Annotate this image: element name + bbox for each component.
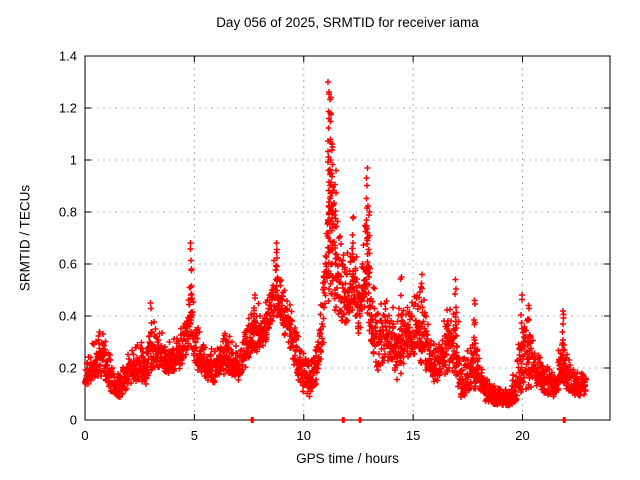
y-tick-label: 0.8	[59, 205, 77, 220]
plot-border	[84, 55, 611, 421]
chart-title: Day 056 of 2025, SRMTID for receiver iam…	[216, 15, 479, 30]
x-tick-label: 10	[297, 428, 311, 443]
y-tick-label: 1.2	[59, 101, 77, 116]
x-tick-label: 5	[191, 428, 198, 443]
scatter-points	[82, 79, 589, 423]
y-tick-label: 0.2	[59, 361, 77, 376]
y-tick-label: 1.4	[59, 49, 77, 64]
y-tick-label: 1	[70, 153, 77, 168]
x-tick-label: 20	[515, 428, 529, 443]
y-axis-label: SRMTID / TECUs	[17, 184, 33, 292]
grid-lines	[85, 56, 610, 420]
y-tick-label: 0.4	[59, 309, 77, 324]
x-tick-label: 15	[406, 428, 420, 443]
x-tick-label: 0	[81, 428, 88, 443]
y-tick-label: 0	[70, 413, 77, 428]
x-axis-label: GPS time / hours	[296, 451, 399, 466]
y-tick-label: 0.6	[59, 257, 77, 272]
tick-marks	[84, 55, 610, 421]
